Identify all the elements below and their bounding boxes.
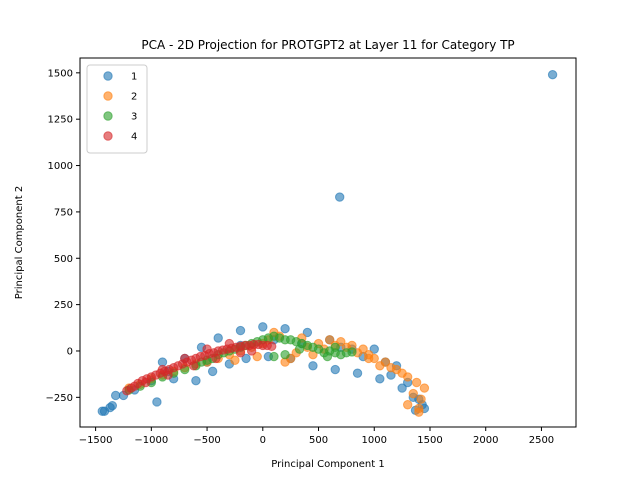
legend-marker [103, 111, 113, 121]
legend-label: 4 [131, 132, 137, 143]
series-4 [122, 338, 277, 396]
x-tick-label: 2500 [529, 435, 554, 446]
data-point [207, 366, 218, 377]
x-tick-label: 0 [260, 435, 266, 446]
axes-frame [79, 57, 577, 428]
data-point [163, 370, 173, 380]
data-point [363, 353, 374, 364]
data-point [419, 383, 430, 393]
legend-frame [86, 64, 148, 154]
data-point [252, 351, 262, 362]
data-point [191, 375, 201, 386]
points-layer [97, 69, 558, 417]
data-point [269, 351, 279, 362]
data-point [235, 325, 246, 336]
data-point [202, 344, 212, 354]
data-point [547, 69, 558, 80]
data-point [280, 324, 290, 334]
legend-marker [103, 91, 113, 101]
data-point [188, 361, 199, 371]
legend-item: 2 [103, 91, 137, 103]
data-point [235, 348, 246, 358]
legend-marker [103, 131, 113, 141]
y-tick-label: 1250 [48, 115, 73, 126]
x-tick-label: 500 [309, 435, 328, 446]
data-point [267, 341, 277, 352]
y-tick-label: 500 [54, 254, 73, 265]
y-tick-label: 250 [54, 300, 73, 311]
x-tick-label: −1500 [79, 435, 113, 446]
data-point [110, 390, 121, 401]
data-point [294, 344, 305, 354]
data-point [397, 368, 407, 378]
data-point [302, 327, 313, 338]
x-tick-label: 2000 [473, 435, 498, 446]
data-point [402, 400, 413, 410]
data-point [322, 351, 333, 362]
data-point [411, 377, 422, 388]
data-point [97, 406, 107, 416]
legend: 1 2 3 4 [86, 64, 148, 154]
x-tick-label: 1000 [362, 435, 387, 446]
chart-title: PCA - 2D Projection for PROTGPT2 at Laye… [141, 38, 514, 52]
legend-label: 3 [131, 112, 137, 123]
x-tick-label: 1500 [417, 435, 442, 446]
y-tick-label: 1500 [48, 68, 73, 79]
data-point [408, 388, 418, 399]
data-point [347, 347, 357, 357]
x-tick-label: −1000 [134, 435, 168, 446]
legend-item: 4 [103, 131, 137, 143]
y-axis-ticks: −250 0 250 500 750 1000 1250 1500 [46, 68, 80, 404]
data-point [375, 374, 385, 384]
data-point [258, 322, 268, 332]
data-point [335, 192, 345, 202]
data-point [157, 364, 168, 375]
data-point [330, 342, 340, 352]
y-tick-label: 750 [54, 207, 73, 218]
data-point [213, 333, 223, 343]
legend-label: 1 [131, 72, 137, 83]
legend-label: 2 [131, 92, 137, 103]
series-1 [97, 69, 558, 416]
data-point [386, 362, 396, 373]
x-axis-ticks: −1500 −1000 −500 0 500 1000 1500 2000 2500 [79, 427, 554, 446]
data-point [180, 353, 190, 364]
y-tick-label: −250 [46, 393, 73, 404]
data-point [324, 335, 335, 345]
data-point [375, 361, 385, 371]
x-axis-label: Principal Component 1 [271, 459, 384, 470]
legend-marker [103, 71, 113, 81]
data-point [152, 397, 162, 407]
data-point [224, 338, 235, 349]
data-point [241, 353, 251, 364]
data-point [416, 394, 426, 404]
legend-item: 3 [103, 111, 137, 123]
data-point [280, 349, 290, 360]
data-point [211, 353, 221, 364]
data-point [141, 377, 151, 388]
data-point [352, 368, 363, 378]
legend-item: 1 [103, 71, 137, 83]
data-point [308, 361, 318, 371]
x-tick-label: −500 [193, 435, 220, 446]
y-tick-label: 0 [67, 346, 73, 357]
y-tick-label: 1000 [48, 161, 73, 172]
data-point [246, 346, 257, 356]
data-point [397, 383, 407, 393]
data-point [369, 344, 379, 354]
data-point [105, 402, 115, 413]
data-point [414, 407, 424, 417]
y-axis-label: Principal Component 2 [14, 186, 25, 299]
data-point [230, 355, 240, 365]
data-point [330, 364, 340, 375]
